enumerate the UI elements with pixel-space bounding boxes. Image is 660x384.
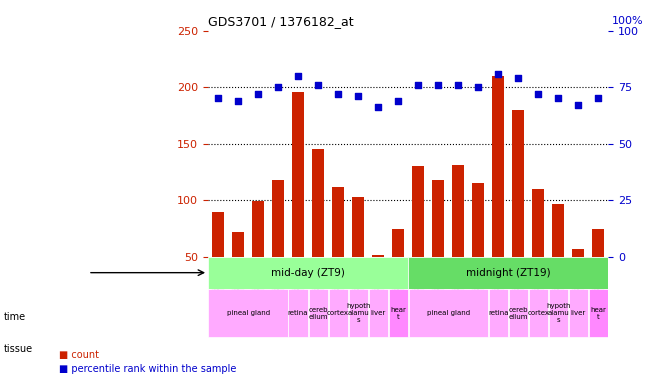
FancyBboxPatch shape: [208, 257, 408, 288]
FancyBboxPatch shape: [589, 290, 608, 337]
FancyBboxPatch shape: [329, 290, 348, 337]
Bar: [432, 180, 444, 313]
FancyBboxPatch shape: [409, 290, 488, 337]
FancyBboxPatch shape: [548, 290, 568, 337]
Bar: [572, 249, 584, 313]
Text: hear
t: hear t: [590, 307, 606, 320]
Bar: [392, 228, 404, 313]
Point: [533, 91, 543, 97]
Bar: [532, 189, 544, 313]
Point: [493, 71, 504, 77]
Bar: [272, 180, 284, 313]
Point: [213, 95, 223, 101]
Bar: [372, 255, 384, 313]
Text: cereb
ellum: cereb ellum: [308, 307, 328, 320]
FancyBboxPatch shape: [308, 290, 328, 337]
Text: 100%: 100%: [612, 16, 644, 26]
FancyBboxPatch shape: [368, 290, 387, 337]
Point: [593, 95, 603, 101]
Point: [293, 73, 304, 79]
Text: retina: retina: [288, 310, 308, 316]
Point: [353, 93, 364, 99]
Bar: [292, 92, 304, 313]
Bar: [252, 201, 264, 313]
Point: [553, 95, 564, 101]
FancyBboxPatch shape: [389, 290, 408, 337]
Text: pineal gland: pineal gland: [426, 310, 470, 316]
Point: [573, 102, 583, 108]
Bar: [592, 228, 605, 313]
Text: ■ count: ■ count: [59, 350, 100, 360]
Text: time: time: [3, 312, 26, 322]
Point: [313, 82, 323, 88]
Point: [453, 82, 463, 88]
Bar: [472, 183, 484, 313]
Text: retina: retina: [488, 310, 508, 316]
Point: [273, 84, 283, 90]
FancyBboxPatch shape: [348, 290, 368, 337]
Bar: [312, 149, 324, 313]
Text: mid-day (ZT9): mid-day (ZT9): [271, 268, 345, 278]
Point: [393, 98, 403, 104]
Text: tissue: tissue: [3, 344, 32, 354]
Point: [513, 75, 523, 81]
Bar: [352, 197, 364, 313]
Point: [473, 84, 484, 90]
FancyBboxPatch shape: [509, 290, 528, 337]
Text: pineal gland: pineal gland: [226, 310, 270, 316]
Bar: [232, 232, 244, 313]
Text: hear
t: hear t: [390, 307, 406, 320]
FancyBboxPatch shape: [529, 290, 548, 337]
Point: [413, 82, 424, 88]
FancyBboxPatch shape: [408, 257, 609, 288]
FancyBboxPatch shape: [288, 290, 308, 337]
Point: [373, 104, 383, 111]
Text: hypoth
alamu
s: hypoth alamu s: [546, 303, 570, 323]
Text: cortex: cortex: [327, 310, 349, 316]
Bar: [452, 165, 464, 313]
Point: [333, 91, 343, 97]
Text: ■ percentile rank within the sample: ■ percentile rank within the sample: [59, 364, 237, 374]
Text: midnight (ZT19): midnight (ZT19): [466, 268, 550, 278]
Point: [433, 82, 444, 88]
Text: cortex: cortex: [527, 310, 549, 316]
Bar: [212, 212, 224, 313]
FancyBboxPatch shape: [569, 290, 588, 337]
Text: cereb
ellum: cereb ellum: [508, 307, 528, 320]
Bar: [512, 110, 524, 313]
Point: [233, 98, 244, 104]
FancyBboxPatch shape: [488, 290, 508, 337]
Bar: [552, 204, 564, 313]
Text: liver: liver: [571, 310, 586, 316]
Bar: [492, 76, 504, 313]
Text: GDS3701 / 1376182_at: GDS3701 / 1376182_at: [208, 15, 354, 28]
Bar: [332, 187, 344, 313]
Text: liver: liver: [370, 310, 385, 316]
Bar: [412, 166, 424, 313]
Point: [253, 91, 263, 97]
Text: hypoth
alamu
s: hypoth alamu s: [346, 303, 370, 323]
FancyBboxPatch shape: [209, 290, 288, 337]
